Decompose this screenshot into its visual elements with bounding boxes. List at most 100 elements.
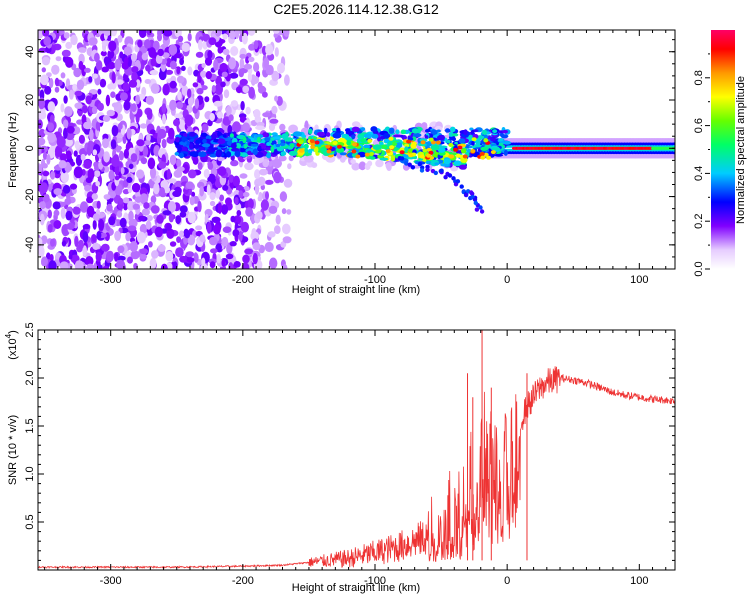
heatmap-cell-320 — [116, 255, 126, 261]
heatmap-cell-675 — [128, 210, 134, 222]
heatmap-cell-1509 — [74, 260, 84, 269]
heatmap-cell-1157 — [88, 37, 98, 46]
heatmap-cell-3377 — [475, 140, 481, 146]
heatmap-cell-3525 — [369, 151, 375, 156]
heatmap-cell-3278 — [351, 126, 360, 132]
heatmap-cell-578 — [217, 46, 223, 54]
heatmap-cell-1464 — [211, 85, 216, 93]
heatmap-cell-3574 — [425, 167, 430, 172]
heatmap-cell-1232 — [199, 234, 206, 243]
heatmap-cell-1362 — [43, 36, 51, 46]
spectrogram-y-label: Frequency (Hz) — [7, 112, 19, 188]
heatmap-cell-171 — [209, 200, 216, 207]
heatmap-cell-759 — [196, 87, 204, 95]
heatmap-cell-1138 — [200, 70, 207, 78]
heatmap-cell-1286 — [176, 166, 185, 172]
heatmap-cell-1345 — [119, 92, 128, 101]
heatmap-cell-1275 — [131, 66, 139, 73]
heatmap-cell-1458 — [217, 202, 222, 215]
heatmap-cell-1132 — [122, 197, 130, 204]
heatmap-cell-3050 — [468, 145, 473, 149]
heatmap-cell-3388 — [437, 134, 445, 141]
heatmap-cell-1330 — [228, 174, 234, 183]
heatmap-cell-1688 — [253, 158, 260, 165]
heatmap-cell-1503 — [213, 59, 219, 71]
heatmap-cell-3335 — [266, 152, 271, 159]
heatmap-cell-3539 — [420, 140, 426, 145]
heatmap-cell-1484 — [169, 60, 177, 70]
heatmap-cell-3453 — [339, 152, 347, 156]
heatmap-cell-3407 — [242, 136, 247, 143]
heatmap-cell-1692 — [375, 159, 384, 168]
heatmap-cell-1409 — [82, 231, 89, 243]
heatmap-cell-3548 — [352, 142, 358, 147]
heatmap-cell-352 — [187, 66, 193, 76]
heatmap-cell-917 — [40, 235, 48, 245]
heatmap-cell-1545 — [120, 129, 125, 135]
heatmap-cell-863 — [139, 193, 149, 205]
colorbar-tick-label-3: 0.6 — [693, 118, 705, 133]
spectrogram-y-tick-label-1: -20 — [24, 189, 36, 205]
heatmap-cell-1365 — [72, 206, 81, 215]
heatmap-cell-3448 — [437, 147, 446, 153]
heatmap-cell-3553 — [389, 145, 395, 150]
heatmap-cell-995 — [99, 78, 107, 88]
heatmap-cell-783 — [179, 205, 188, 214]
heatmap-cell-1515 — [235, 86, 243, 94]
heatmap-cell-1215 — [136, 231, 146, 244]
heatmap-cell-1469 — [213, 100, 223, 107]
snr-panel: -300 -200 -100 0 100 0.5 1.0 1.5 2.0 2.5 Height … — [4, 322, 676, 594]
heatmap-cell-1706 — [350, 159, 356, 164]
heatmap-cell-1552 — [61, 240, 67, 247]
heatmap-cell-1554 — [101, 243, 110, 252]
spectrogram-x-tick-label-2: -100 — [364, 274, 386, 286]
heatmap-cell-1482 — [187, 211, 196, 224]
heatmap-cell-3572 — [419, 168, 425, 173]
spectrogram-y-tick-label-3: 20 — [24, 94, 36, 106]
heatmap-cell-293 — [201, 63, 206, 68]
heatmap-cell-427 — [254, 169, 261, 180]
heatmap-cell-1434 — [277, 62, 285, 74]
heatmap-cell-1560 — [66, 222, 75, 230]
heatmap-cell-563 — [103, 165, 110, 173]
heatmap-cell-812 — [38, 164, 43, 174]
heatmap-cell-3026 — [393, 134, 402, 138]
heatmap-cell-1081 — [265, 191, 269, 200]
heatmap-cell-781 — [142, 145, 149, 157]
heatmap-cell-1007 — [60, 72, 66, 79]
heatmap-cell-3521 — [332, 141, 338, 145]
snr-x-tick-label-4: 100 — [630, 575, 648, 587]
heatmap-cell-271 — [207, 119, 213, 127]
heatmap-cell-3293 — [189, 151, 199, 157]
heatmap-cell-1512 — [46, 154, 51, 165]
heatmap-cell-3016 — [210, 133, 217, 141]
heatmap-cell-680 — [150, 205, 160, 214]
snr-y-tick-label-1: 1.0 — [24, 466, 36, 481]
heatmap-cell-429 — [230, 46, 239, 56]
heatmap-cell-3600 — [473, 200, 478, 206]
heatmap-cell-1351 — [149, 129, 156, 135]
snr-y-label: SNR (10 * v/v) — [7, 415, 19, 485]
heatmap-cell-2948 — [371, 133, 379, 139]
heatmap-cell-1504 — [47, 122, 55, 132]
heatmap-cell-3395 — [400, 134, 404, 138]
heatmap-cell-1617 — [268, 161, 273, 167]
heatmap-cell-1542 — [94, 52, 100, 63]
heatmap-cell-1251 — [39, 182, 49, 194]
heatmap-cell-203 — [250, 212, 256, 225]
heatmap-cell-2838 — [308, 128, 313, 135]
heatmap-cell-3433 — [298, 148, 305, 153]
heatmap-cell-1347 — [111, 125, 119, 137]
heatmap-cell-1442 — [228, 57, 237, 70]
heatmap-cell-3398 — [418, 143, 427, 147]
heatmap-cell-810 — [283, 30, 290, 37]
heatmap-cell-3520 — [367, 138, 373, 143]
heatmap-cell-1338 — [168, 213, 174, 223]
heatmap-cell-1638 — [288, 124, 298, 134]
spectrogram-x-tick-label-1: -200 — [232, 274, 254, 286]
heatmap-cell-3562 — [457, 145, 463, 150]
heatmap-cell-3460 — [257, 145, 262, 150]
spectrogram-y-tick-label-0: -40 — [24, 237, 36, 253]
heatmap-cell-1117 — [245, 56, 250, 64]
